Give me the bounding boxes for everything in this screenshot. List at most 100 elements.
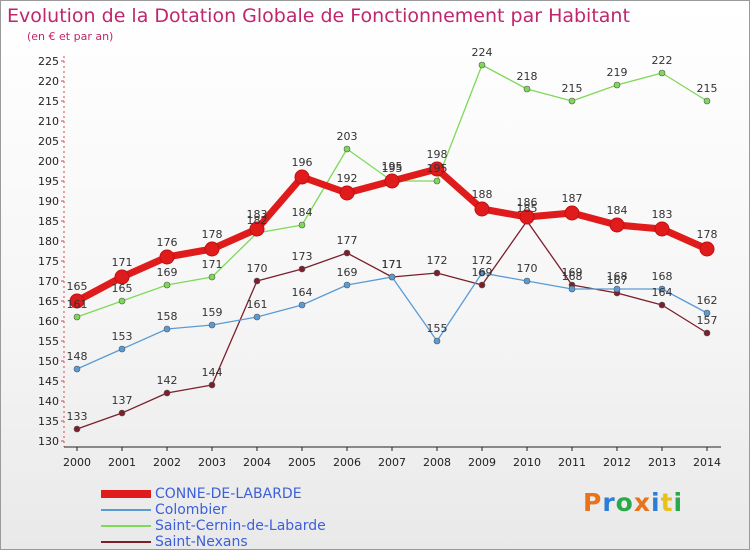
data-label: 192 [337,172,358,185]
x-tick-label: 2005 [288,456,316,469]
data-point [703,97,711,105]
data-point [609,217,625,233]
data-point [568,97,576,105]
x-tick-label: 2002 [153,456,181,469]
data-point [654,221,670,237]
data-label: 215 [562,82,583,95]
x-tick-label: 2000 [63,456,91,469]
logo-letter: r [602,488,616,517]
data-label: 188 [472,188,493,201]
data-label: 195 [382,162,403,175]
x-tick-label: 2009 [468,456,496,469]
legend-label: Saint-Cernin-de-Labarde [155,518,326,534]
logo-letter: P [583,488,603,517]
data-label: 170 [517,262,538,275]
data-label: 168 [652,270,673,283]
x-tick-label: 2007 [378,456,406,469]
data-label: 142 [157,374,178,387]
data-point [298,221,306,229]
data-label: 183 [652,208,673,221]
y-tick-label: 135 [38,415,59,428]
y-tick-label: 140 [38,395,59,408]
chart-subtitle: (en € et par an) [27,30,114,43]
data-label: 195 [382,160,403,173]
legend-label: CONNE-DE-LABARDE [155,486,302,502]
data-point [159,249,175,265]
legend-swatch [101,509,151,511]
data-point [478,61,486,69]
data-label: 215 [697,82,718,95]
data-label: 224 [472,46,493,59]
data-point [384,173,400,189]
data-label: 195 [427,162,448,175]
data-label: 186 [517,196,538,209]
data-label: 169 [472,266,493,279]
y-tick-label: 145 [38,375,59,388]
legend-label: Colombier [155,502,227,518]
data-point [523,277,531,285]
data-point [343,145,351,153]
data-label: 161 [67,298,88,311]
data-point [163,389,171,397]
data-point [433,177,441,185]
data-label: 171 [202,258,223,271]
data-point [519,209,535,225]
y-tick-label: 150 [38,355,59,368]
data-label: 169 [337,266,358,279]
data-label: 185 [517,202,538,215]
data-label: 183 [247,208,268,221]
data-point [253,313,261,321]
data-point [114,269,130,285]
y-tick-label: 155 [38,335,59,348]
legend-label: Saint-Nexans [155,534,248,550]
y-tick-label: 130 [38,435,59,448]
data-label: 157 [697,314,718,327]
data-point [478,269,486,277]
data-point [568,285,576,293]
data-label: 158 [157,310,178,323]
data-point [699,241,715,257]
data-point [118,345,126,353]
data-point [339,185,355,201]
data-label: 171 [112,256,133,269]
legend-swatch [101,541,151,543]
legend-swatch [101,525,151,527]
data-point [658,301,666,309]
data-label: 171 [382,258,403,271]
data-label: 172 [427,254,448,267]
data-label: 159 [202,306,223,319]
x-tick-label: 2011 [558,456,586,469]
y-tick-label: 165 [38,295,59,308]
y-tick-label: 210 [38,115,59,128]
data-label: 153 [112,330,133,343]
data-point [118,409,126,417]
data-label: 148 [67,350,88,363]
x-tick-label: 2004 [243,456,271,469]
y-tick-label: 225 [38,55,59,68]
y-tick-label: 195 [38,175,59,188]
data-point [478,281,486,289]
y-tick-label: 185 [38,215,59,228]
data-label: 171 [382,258,403,271]
data-label: 161 [247,298,268,311]
data-label: 187 [562,192,583,205]
data-point [208,273,216,281]
data-label: 169 [562,266,583,279]
y-tick-label: 200 [38,155,59,168]
series-conne-de-labarde [69,161,715,309]
x-tick-label: 2014 [693,456,721,469]
data-label: 155 [427,322,448,335]
data-label: 178 [202,228,223,241]
data-point [298,301,306,309]
x-tick-label: 2008 [423,456,451,469]
legend-swatch [101,490,151,498]
data-point [73,365,81,373]
x-tick-label: 2006 [333,456,361,469]
data-label: 196 [292,156,313,169]
data-label: 144 [202,366,223,379]
y-tick-label: 220 [38,75,59,88]
data-point [163,325,171,333]
data-label: 164 [292,286,313,299]
